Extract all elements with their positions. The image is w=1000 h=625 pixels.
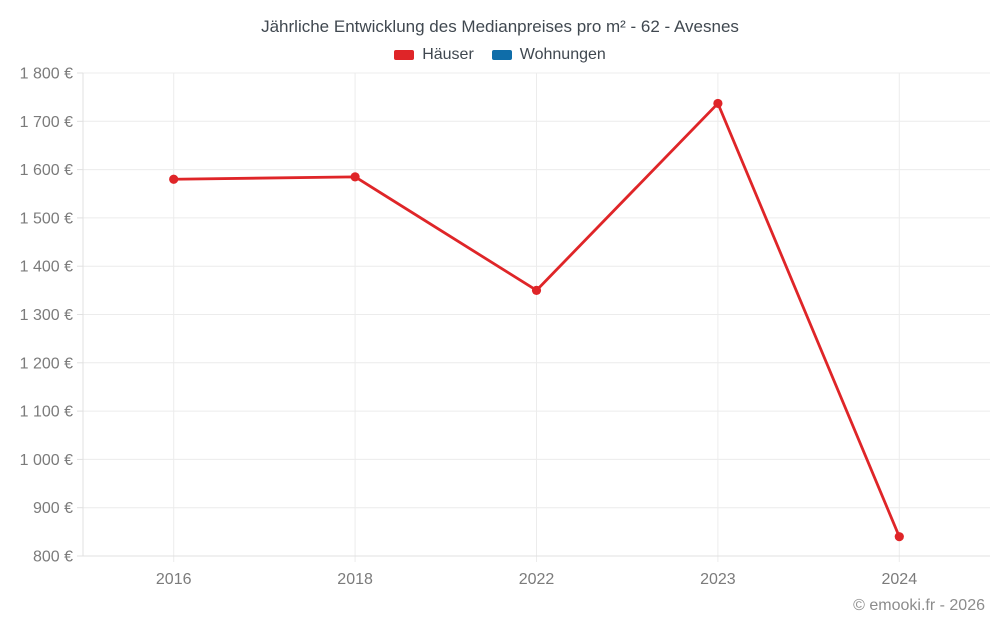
y-tick-label: 1 100 € (20, 404, 73, 421)
chart-legend: Häuser Wohnungen (0, 46, 1000, 64)
y-tick-label: 1 700 € (20, 114, 73, 131)
legend-label-haeuser: Häuser (422, 46, 474, 63)
legend-item-wohnungen[interactable]: Wohnungen (491, 46, 606, 64)
data-point-haeuser-2018[interactable] (350, 172, 360, 182)
data-point-haeuser-2022[interactable] (531, 285, 542, 295)
y-tick-label: 1 400 € (20, 259, 73, 276)
y-tick-label: 1 000 € (20, 452, 73, 469)
y-tick-label: 1 200 € (20, 355, 73, 372)
legend-swatch-haeuser-icon (394, 50, 415, 60)
y-tick-label: 1 500 € (20, 210, 73, 227)
y-tick-label: 1 300 € (20, 307, 73, 324)
y-tick-label: 800 € (33, 549, 73, 566)
copyright-footer: © emooki.fr - 2026 (853, 597, 985, 614)
y-tick-label: 900 € (33, 500, 73, 517)
x-tick-label: 2024 (882, 571, 918, 588)
chart-title: Jährliche Entwicklung des Medianpreises … (261, 17, 739, 36)
legend-item-haeuser[interactable]: Häuser (394, 46, 474, 64)
legend-label-wohnungen: Wohnungen (519, 46, 606, 63)
x-tick-label: 2023 (700, 571, 736, 588)
data-point-haeuser-2024[interactable] (894, 532, 904, 542)
data-point-haeuser-2023[interactable] (713, 98, 723, 109)
x-tick-label: 2022 (519, 571, 555, 588)
legend-swatch-wohnungen-icon (491, 50, 512, 60)
y-tick-label: 1 600 € (20, 162, 73, 179)
y-tick-label: 1 800 € (20, 66, 73, 83)
data-point-haeuser-2016[interactable] (169, 174, 179, 184)
x-tick-label: 2016 (156, 571, 192, 588)
x-tick-label: 2018 (337, 571, 373, 588)
